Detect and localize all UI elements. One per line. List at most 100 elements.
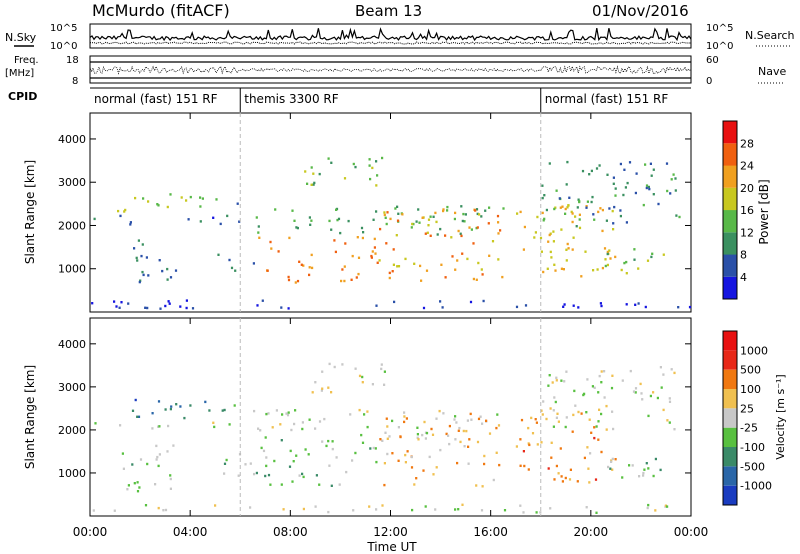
scatter-cell [466,419,469,422]
scatter-cell [652,391,655,394]
cpid-segment-label: normal (fast) 151 RF [545,92,669,106]
scatter-cell [175,403,178,406]
scatter-cell [552,409,555,412]
scatter-cell [649,394,652,398]
scatter-cell [465,429,468,433]
scatter-cell [625,221,628,224]
scatter-cell [136,490,140,493]
scatter-cell [215,198,218,201]
scatter-cell [340,279,343,283]
scatter-cell [380,367,383,371]
scatter-cell [360,433,363,437]
scatter-cell [308,418,311,421]
scatter-cell [585,206,588,209]
scatter-cell [590,431,593,434]
scatter-cell [331,440,334,443]
scatter-cell [528,443,531,447]
scatter-cell [612,228,615,231]
scatter-cell [666,505,669,508]
velocity-colorbar-color-step [723,350,737,370]
scatter-cell [634,191,637,195]
scatter-cell [221,409,224,412]
scatter-cell [535,511,538,514]
scatter-cell [249,462,252,465]
noise-tick-right-top: 10^5 [706,23,733,34]
scatter-cell [608,207,611,210]
scatter-cell [375,184,378,187]
scatter-cell [399,435,402,438]
scatter-cell [230,266,234,270]
scatter-cell [301,421,304,424]
scatter-cell [533,236,536,239]
scatter-cell [444,276,447,279]
scatter-cell [606,173,609,176]
scatter-cell [469,300,473,304]
scatter-cell [440,263,443,266]
scatter-cell [361,441,365,444]
cpid-label: CPID [8,90,37,103]
scatter-cell [370,256,373,259]
scatter-cell [410,226,413,229]
scatter-cell [604,264,607,268]
scatter-cell [298,260,301,263]
scatter-cell [368,158,371,161]
scatter-cell [660,386,663,389]
scatter-cell [596,268,599,271]
scatter-cell [540,441,543,444]
scatter-cell [586,446,589,449]
scatter-cell [499,229,502,232]
scatter-cell [553,396,556,399]
scatter-cell [335,456,338,459]
scatter-cell [234,269,237,272]
scatter-cell [610,460,613,463]
scatter-cell [166,278,169,281]
scatter-cell [585,411,588,414]
scatter-cell [610,386,614,390]
scatter-cell [439,448,442,452]
power-colorbar-tick-label: 24 [740,160,754,173]
scatter-cell [199,205,202,208]
scatter-cell [265,456,268,459]
scatter-cell [605,404,608,408]
scatter-cell [601,266,604,270]
scatter-cell [294,281,297,284]
scatter-cell [257,427,260,430]
scatter-cell [566,160,569,164]
scatter-cell [325,444,328,448]
velocity-colorbar-color-step [723,447,737,467]
scatter-cell [476,440,480,444]
scatter-cell [403,420,406,424]
scatter-cell [607,465,610,469]
scatter-cell [151,427,154,430]
scatter-cell [169,407,172,411]
scatter-cell [361,381,364,384]
scatter-cell [376,174,379,177]
scatter-cell [501,275,504,279]
scatter-cell [456,259,459,262]
scatter-cell [601,229,604,233]
scatter-cell [352,162,355,166]
scatter-cell [166,267,169,271]
scatter-cell [124,208,127,212]
scatter-cell [383,483,386,487]
scatter-cell [385,222,388,226]
scatter-cell [345,470,348,474]
scatter-cell [654,457,657,461]
freq-tick-bottom: 8 [72,76,78,87]
scatter-cell [372,446,375,450]
scatter-cell [475,484,478,487]
scatter-cell [536,443,539,446]
scatter-cell [164,508,168,512]
scatter-cell [372,218,375,221]
x-tick-label: 00:00 [674,525,709,539]
scatter-cell [560,475,563,478]
scatter-cell [293,219,296,222]
scatter-cell [296,279,300,283]
scatter-cell [288,236,291,240]
scatter-cell [384,431,387,434]
scatter-cell [260,446,263,450]
scatter-cell [92,509,95,512]
scatter-cell [413,262,416,265]
scatter-cell [670,368,673,371]
scatter-cell [312,172,315,175]
